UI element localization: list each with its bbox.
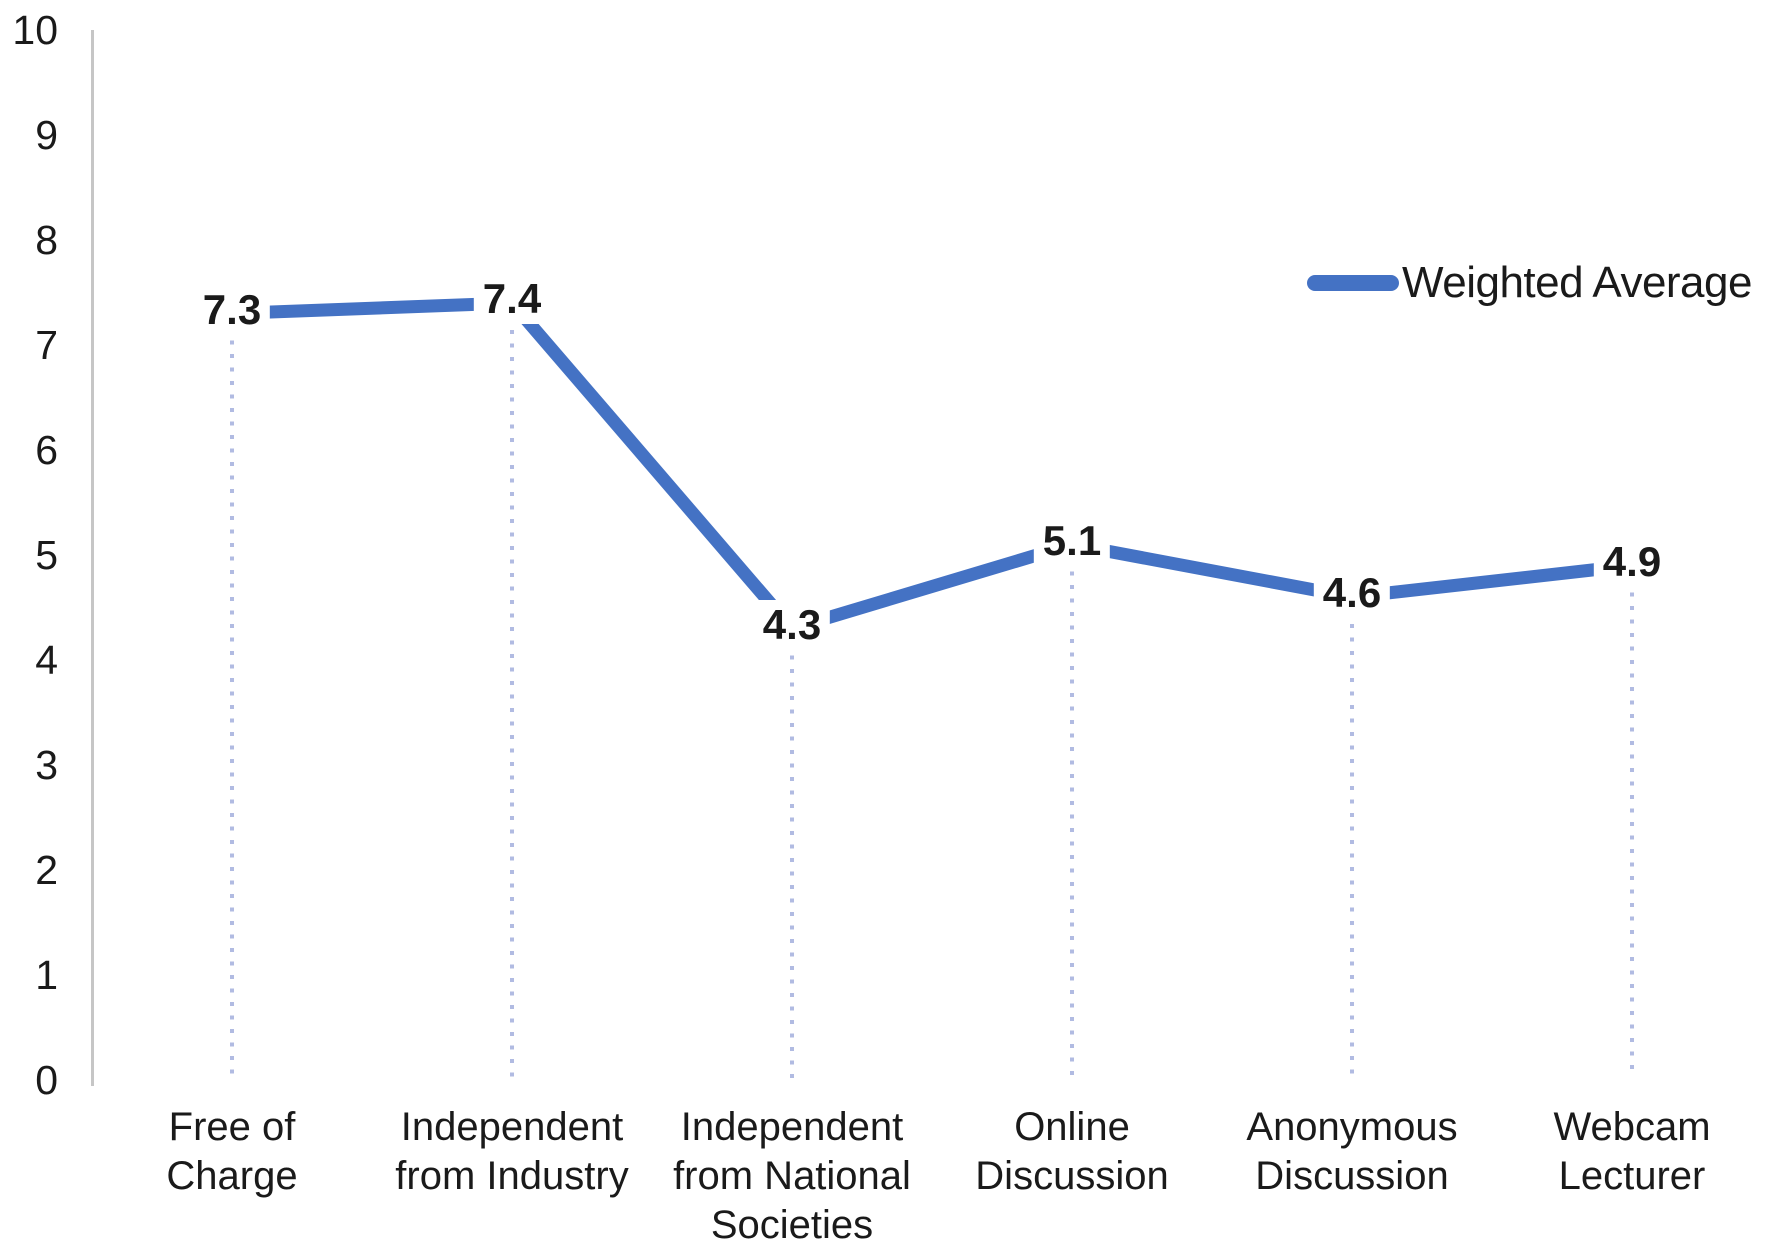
category-label-line: Societies <box>710 1203 874 1247</box>
y-tick-label-5: 5 <box>35 532 58 578</box>
y-tick-label-6: 6 <box>35 427 58 473</box>
series-line-weighted-average <box>231 296 1633 635</box>
category-label-line: Lecturer <box>1558 1154 1706 1198</box>
y-tick-label-7: 7 <box>35 322 58 368</box>
legend: Weighted Average <box>1307 258 1752 308</box>
y-tick-label-3: 3 <box>35 742 58 788</box>
y-tick-label-10: 10 <box>12 7 58 53</box>
category-label-line: from National <box>673 1154 911 1198</box>
data-label-2: 4.3 <box>753 599 831 650</box>
category-label-line: Independent <box>400 1105 624 1149</box>
category-label-line: Free of <box>168 1105 296 1149</box>
category-label-line: Anonymous <box>1246 1105 1458 1149</box>
y-tick-label-2: 2 <box>35 847 58 893</box>
category-label-5: Webcam Lecturer <box>1553 1103 1710 1201</box>
category-label-2: Independent from National Societies <box>673 1103 911 1250</box>
legend-line-swatch <box>1307 275 1399 291</box>
y-tick-label-1: 1 <box>35 952 58 998</box>
data-label-3: 5.1 <box>1033 515 1111 566</box>
data-label-4: 4.6 <box>1313 568 1391 618</box>
category-label-line: Charge <box>166 1154 298 1198</box>
category-label-line: Online <box>1014 1105 1130 1149</box>
category-label-line: Discussion <box>1255 1154 1449 1198</box>
category-label-line: Discussion <box>975 1154 1169 1198</box>
category-label-line: Independent <box>680 1105 904 1149</box>
category-label-line: Webcam <box>1553 1105 1711 1149</box>
category-label-0: Free of Charge <box>166 1103 297 1201</box>
data-label-0: 7.3 <box>193 284 271 335</box>
y-tick-label-0: 0 <box>35 1057 58 1103</box>
category-label-1: Independent from Industry <box>395 1103 628 1201</box>
category-label-4: Anonymous Discussion <box>1246 1103 1457 1201</box>
category-label-3: Online Discussion <box>975 1103 1168 1201</box>
y-tick-label-9: 9 <box>35 112 58 158</box>
category-label-line: from Industry <box>395 1154 629 1198</box>
data-label-1: 7.4 <box>473 274 551 324</box>
y-tick-label-4: 4 <box>35 637 58 683</box>
legend-series-name: Weighted Average <box>1402 258 1752 307</box>
data-label-5: 4.9 <box>1593 536 1671 587</box>
y-tick-label-8: 8 <box>35 217 58 263</box>
